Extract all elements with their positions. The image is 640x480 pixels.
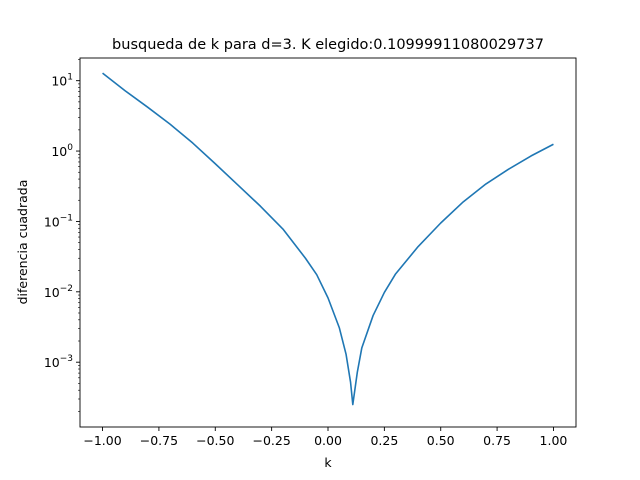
y-tick-base: 10 — [44, 355, 60, 370]
y-tick-label: 10−3 — [44, 354, 73, 370]
chart-title: busqueda de k para d=3. K elegido:0.1099… — [112, 37, 544, 53]
x-tick-label: 0.00 — [314, 433, 342, 448]
y-tick-exponent: 1 — [67, 73, 73, 83]
y-tick-exponent: −3 — [60, 354, 73, 364]
x-tick-label: −0.75 — [140, 433, 178, 448]
series-line-0 — [102, 72, 554, 406]
x-axis-label: k — [324, 455, 332, 470]
y-tick-label: 10−2 — [44, 284, 73, 300]
x-tick-label: 1.00 — [540, 433, 568, 448]
x-tick-label: 0.50 — [427, 433, 455, 448]
y-tick-exponent: −2 — [60, 284, 73, 294]
y-tick-exponent: −1 — [60, 213, 73, 223]
x-tick-label: 0.75 — [483, 433, 511, 448]
y-tick-base: 10 — [44, 214, 60, 229]
x-tick-label: −0.25 — [252, 433, 290, 448]
x-tick-label: −0.50 — [196, 433, 234, 448]
y-tick-label: 101 — [51, 73, 73, 89]
x-tick-label: −1.00 — [83, 433, 121, 448]
series-layer — [102, 72, 554, 406]
y-tick-label: 100 — [51, 143, 73, 159]
y-axis-label: diferencia cuadrada — [15, 180, 30, 305]
y-tick-exponent: 0 — [67, 143, 73, 153]
y-tick-base: 10 — [51, 144, 67, 159]
x-axis: −1.00 −0.75 −0.50 −0.25 0.00 0.25 0.50 0.75 1.00 — [83, 427, 567, 448]
y-tick-base: 10 — [44, 285, 60, 300]
y-tick-base: 10 — [51, 74, 67, 89]
y-tick-label: 10−1 — [44, 213, 73, 229]
x-tick-label: 0.25 — [370, 433, 398, 448]
